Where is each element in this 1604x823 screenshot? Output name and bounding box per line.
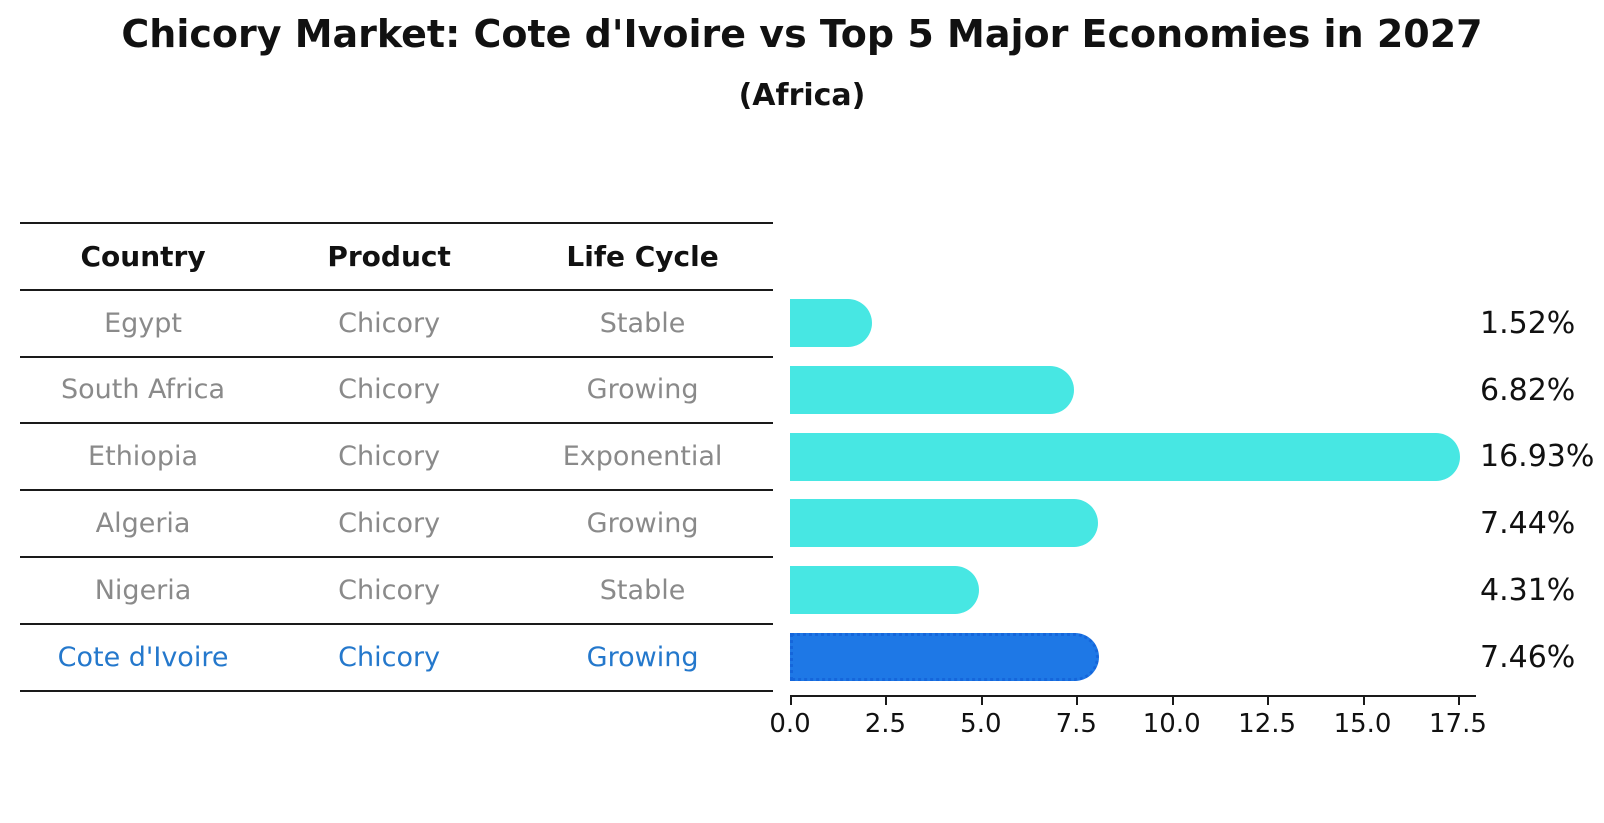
life-cycle-cell: Growing <box>586 641 699 673</box>
bar-plot <box>790 290 1474 691</box>
country-cell: Cote d'Ivoire <box>57 641 229 673</box>
column-header-product: Product <box>327 239 451 273</box>
product-cell: Chicory <box>338 307 441 339</box>
life-cycle-cell: Stable <box>599 307 686 339</box>
bar-slot <box>790 557 1474 624</box>
country-cell: Ethiopia <box>88 441 199 473</box>
bar-slot <box>790 490 1474 557</box>
product-cell: Chicory <box>338 508 441 540</box>
country-table: Country Product Life Cycle Egypt Chicory… <box>20 222 773 692</box>
x-axis-tick <box>1267 697 1270 705</box>
x-axis-tick <box>790 697 792 705</box>
table-row: Cote d'Ivoire Chicory Growing <box>20 625 773 692</box>
bar <box>790 365 1075 414</box>
x-axis-line <box>790 695 1476 697</box>
product-cell: Chicory <box>338 441 441 473</box>
country-cell: Algeria <box>95 508 191 540</box>
x-axis-tick-label: 5.0 <box>960 709 1002 739</box>
table-row: Egypt Chicory Stable <box>20 291 773 358</box>
country-cell: Egypt <box>104 307 182 339</box>
bar-value-label: 16.93% <box>1480 439 1595 475</box>
x-axis-tick <box>1171 697 1174 705</box>
bar-slot <box>790 424 1474 491</box>
x-axis-tick-label: 17.5 <box>1429 709 1487 739</box>
bar <box>790 566 979 615</box>
bar <box>790 299 872 347</box>
life-cycle-cell: Growing <box>586 374 699 406</box>
bar <box>790 499 1098 548</box>
life-cycle-cell: Exponential <box>562 441 723 473</box>
x-axis-tick <box>1457 697 1460 705</box>
bar <box>790 432 1461 481</box>
table-row: Nigeria Chicory Stable <box>20 558 773 625</box>
country-cell: South Africa <box>61 374 226 406</box>
x-axis-tick-label: 0.0 <box>769 709 811 739</box>
x-axis-tick-label: 7.5 <box>1055 709 1097 739</box>
life-cycle-cell: Stable <box>599 574 686 606</box>
product-cell: Chicory <box>338 374 441 406</box>
column-header-country: Country <box>80 239 206 273</box>
bar-slot <box>790 357 1474 424</box>
bar-slot <box>790 624 1474 691</box>
x-axis-tick-label: 10.0 <box>1142 709 1201 739</box>
bar-value-label: 7.44% <box>1480 506 1576 542</box>
product-cell: Chicory <box>338 574 441 606</box>
bar-slot <box>790 290 1474 357</box>
chart-subtitle: (Africa) <box>738 78 866 113</box>
bar-value-label: 4.31% <box>1480 573 1576 609</box>
chart-title: Chicory Market: Cote d'Ivoire vs Top 5 M… <box>121 12 1483 56</box>
x-axis-tick <box>1362 697 1365 705</box>
x-axis-tick-label: 2.5 <box>864 709 907 739</box>
x-axis-tick <box>1076 697 1079 705</box>
x-axis-tick-label: 15.0 <box>1333 709 1392 739</box>
table-row: South Africa Chicory Growing <box>20 358 773 425</box>
product-cell: Chicory <box>338 641 441 673</box>
x-axis-tick-label: 12.5 <box>1238 709 1297 739</box>
bar-value-label: 6.82% <box>1480 372 1576 408</box>
bar-highlighted <box>790 632 1099 681</box>
bar-value-label: 7.46% <box>1480 639 1576 675</box>
table-header-row: Country Product Life Cycle <box>20 224 773 291</box>
life-cycle-cell: Growing <box>586 508 699 540</box>
x-axis-tick <box>980 697 983 705</box>
value-label-column: 1.52% 6.82% 16.93% 7.44% 4.31% 7.46% <box>1480 290 1594 691</box>
x-axis-tick <box>885 697 888 705</box>
column-header-life-cycle: Life Cycle <box>566 239 719 273</box>
table-row: Ethiopia Chicory Exponential <box>20 424 773 492</box>
x-axis: 0.0 2.5 5.0 7.5 10.0 12.5 15.0 17.5 <box>769 695 1487 745</box>
country-cell: Nigeria <box>94 574 192 606</box>
bar-value-label: 1.52% <box>1480 305 1576 341</box>
table-row: Algeria Chicory Growing <box>20 491 773 558</box>
